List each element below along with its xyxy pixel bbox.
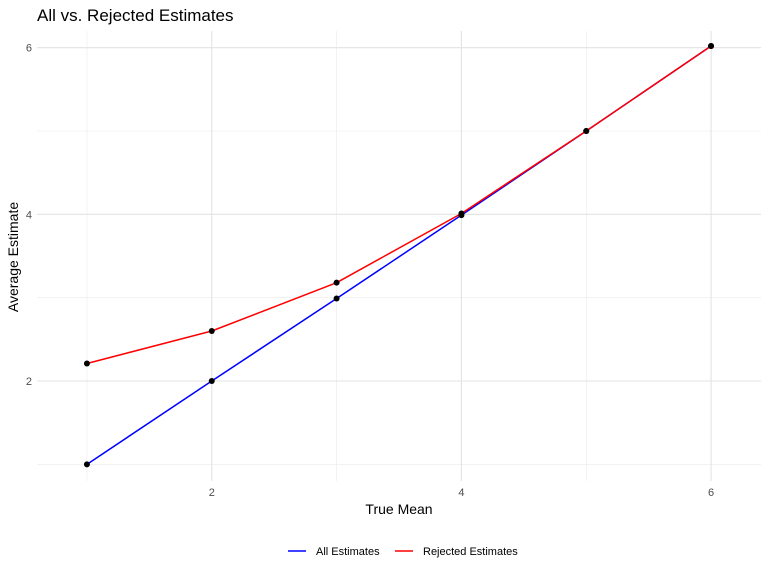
data-point	[583, 128, 590, 134]
series-line	[86, 45, 712, 465]
grid	[37, 31, 761, 481]
y-tick-label: 2	[26, 376, 32, 388]
x-tick-label: 4	[458, 487, 464, 499]
data-point	[83, 461, 90, 468]
series-lines	[86, 45, 712, 465]
data-point	[333, 295, 340, 302]
legend: All Estimates Rejected Estimates	[288, 546, 518, 558]
x-tick-label: 6	[708, 487, 714, 499]
x-tick-label: 2	[209, 487, 215, 499]
legend-label: Rejected Estimates	[423, 546, 518, 558]
axis-ticks: 2 4 6 2 4 6	[26, 43, 714, 499]
data-point	[208, 378, 215, 384]
data-point	[83, 360, 90, 367]
data-point	[708, 43, 715, 49]
series-line	[86, 45, 712, 365]
data-point	[208, 328, 215, 334]
data-point	[458, 210, 465, 217]
y-tick-label: 6	[26, 43, 32, 55]
x-axis-label: True Mean	[365, 501, 432, 517]
legend-label: All Estimates	[316, 546, 380, 558]
y-tick-label: 4	[26, 209, 32, 221]
chart-title: All vs. Rejected Estimates	[37, 6, 234, 25]
data-point	[333, 279, 340, 286]
data-points	[83, 43, 715, 468]
y-axis-label: Average Estimate	[5, 202, 21, 312]
